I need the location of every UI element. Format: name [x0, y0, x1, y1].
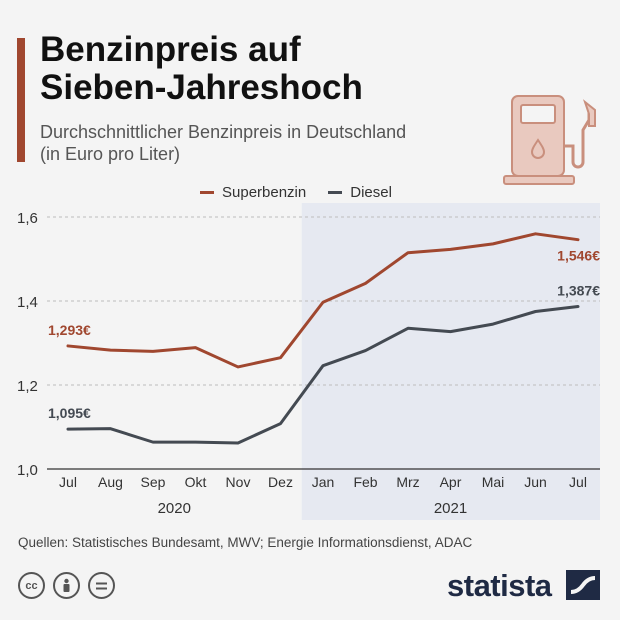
series-line-superbenzin	[66, 232, 580, 369]
source-note: Quellen: Statistisches Bundesamt, MWV; E…	[18, 535, 473, 550]
x-tick-label: Sep	[141, 474, 166, 490]
x-tick-label: Dez	[268, 474, 293, 490]
data-label-start: 1,293€	[48, 322, 91, 338]
cc-icon[interactable]: cc	[18, 572, 45, 599]
page-title: Benzinpreis auf Sieben-Jahreshoch	[40, 31, 440, 107]
statista-logo-text[interactable]: statista	[447, 568, 552, 603]
y-tick-label: 1,4	[17, 294, 38, 311]
nd-icon[interactable]	[88, 572, 115, 599]
legend-swatch-superbenzin	[200, 191, 214, 194]
year-label: 2020	[158, 500, 191, 517]
subtitle-line-2: (in Euro pro Liter)	[40, 144, 181, 164]
legend-swatch-diesel	[328, 191, 343, 194]
y-tick-label: 1,0	[17, 462, 38, 479]
data-label-start: 1,095€	[48, 405, 91, 421]
statista-logo-icon	[566, 570, 600, 600]
legend-label-superbenzin: Superbenzin	[222, 184, 307, 201]
x-tick-label: Mai	[482, 474, 505, 490]
subtitle: Durchschnittlicher Benzinpreis in Deutsc…	[40, 121, 500, 165]
x-tick-label: Mrz	[396, 474, 419, 490]
x-tick-label: Jun	[524, 474, 547, 490]
x-tick-label: Feb	[353, 474, 377, 490]
data-label-end: 1,546€	[557, 248, 600, 264]
x-tick-label: Aug	[98, 474, 123, 490]
x-tick-label: Jan	[312, 474, 335, 490]
title-accent-bar	[17, 38, 25, 162]
x-tick-label: Nov	[226, 474, 251, 490]
series-line-diesel	[66, 304, 580, 445]
x-tick-label: Jul	[59, 474, 77, 490]
title-line-2: Sieben-Jahreshoch	[40, 68, 363, 107]
y-tick-label: 1,6	[17, 210, 38, 227]
fuel-pump-icon	[503, 95, 596, 185]
legend-label-diesel: Diesel	[350, 184, 392, 201]
legend-item-superbenzin: Superbenzin	[200, 184, 306, 201]
year-label: 2021	[434, 500, 467, 517]
highlight-region-2021	[301, 203, 600, 520]
title-line-1: Benzinpreis auf	[40, 30, 301, 69]
legend-item-diesel: Diesel	[328, 184, 392, 201]
x-tick-label: Apr	[440, 474, 462, 490]
chart-legend: Superbenzin Diesel	[200, 184, 392, 201]
subtitle-line-1: Durchschnittlicher Benzinpreis in Deutsc…	[40, 122, 407, 142]
by-icon[interactable]	[53, 572, 80, 599]
license-icons: cc	[18, 572, 115, 599]
x-tick-label: Jul	[569, 474, 587, 490]
data-label-end: 1,387€	[557, 282, 600, 298]
y-tick-label: 1,2	[17, 378, 38, 395]
x-tick-label: Okt	[185, 474, 207, 490]
